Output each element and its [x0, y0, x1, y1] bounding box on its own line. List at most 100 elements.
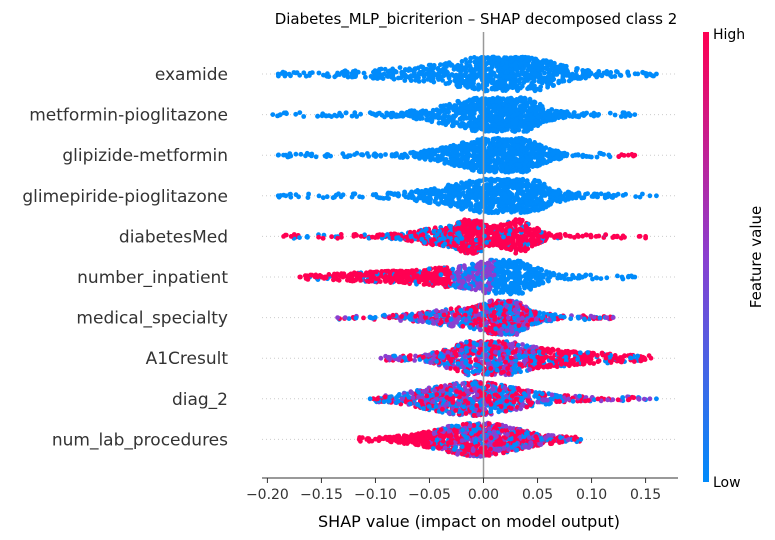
shap-point — [575, 66, 580, 71]
shap-point — [532, 100, 537, 106]
shap-point — [478, 64, 484, 70]
shap-point — [536, 228, 542, 234]
shap-point — [410, 73, 415, 79]
shap-point — [278, 112, 283, 117]
shap-point — [275, 193, 281, 199]
shap-point — [505, 69, 510, 75]
shap-point — [534, 178, 540, 184]
shap-point — [459, 240, 465, 246]
shap-point — [454, 160, 460, 165]
shap-point — [486, 66, 491, 72]
shap-point — [470, 69, 476, 74]
shap-point — [484, 124, 489, 130]
shap-point — [325, 152, 331, 158]
shap-point — [524, 209, 530, 215]
shap-point — [517, 157, 523, 163]
shap-point — [413, 233, 419, 239]
shap-point — [571, 110, 577, 115]
shap-point — [510, 179, 516, 184]
shap-point — [512, 118, 518, 124]
shap-point — [332, 194, 337, 200]
shap-point — [618, 235, 624, 241]
shap-point — [543, 204, 549, 210]
shap-point — [504, 177, 510, 182]
shap-point — [383, 152, 388, 157]
shap-point — [447, 231, 453, 237]
shap-point — [533, 71, 538, 77]
shap-point — [511, 104, 517, 110]
shap-point — [541, 58, 546, 63]
shap-point — [363, 74, 368, 80]
shap-point — [625, 152, 631, 158]
shap-point — [457, 247, 463, 252]
shap-point — [505, 96, 511, 102]
shap-point — [358, 233, 364, 239]
shap-point — [535, 157, 541, 163]
shap-point — [434, 107, 440, 113]
shap-point — [358, 111, 363, 117]
shap-point — [596, 112, 602, 117]
shap-point — [320, 235, 326, 241]
shap-point — [343, 72, 349, 77]
shap-point — [541, 189, 547, 195]
shap-point — [512, 124, 518, 130]
shap-point — [502, 240, 508, 245]
shap-point — [598, 191, 604, 197]
shap-point — [580, 154, 586, 160]
shap-point — [490, 136, 496, 142]
shap-point — [525, 86, 530, 92]
shap-point — [462, 125, 468, 131]
shap-point — [528, 99, 533, 105]
shap-point — [458, 163, 464, 169]
shap-point — [525, 155, 531, 161]
shap-point — [507, 228, 513, 234]
shap-point — [457, 66, 463, 71]
shap-point — [551, 83, 556, 88]
shap-point — [366, 154, 372, 159]
shap-point — [468, 55, 474, 61]
shap-point — [557, 114, 563, 120]
shap-point — [537, 142, 543, 148]
shap-point — [420, 192, 425, 197]
shap-point — [519, 219, 524, 224]
shap-point — [567, 233, 572, 239]
shap-point — [567, 72, 573, 78]
shap-point — [486, 97, 492, 102]
shap-point — [556, 64, 561, 70]
shap-point — [388, 110, 394, 116]
shap-point — [407, 229, 413, 235]
shap-point — [491, 210, 497, 215]
shap-point — [372, 235, 378, 240]
shap-point — [484, 240, 490, 245]
shap-point — [632, 152, 638, 158]
shap-point — [361, 70, 367, 76]
shap-point — [551, 70, 557, 76]
shap-point — [297, 235, 302, 241]
shap-point — [502, 207, 508, 212]
shap-point — [405, 74, 411, 80]
shap-point — [403, 153, 409, 159]
shap-point — [451, 201, 457, 207]
shap-point — [487, 151, 493, 157]
shap-point — [313, 154, 319, 160]
shap-point — [349, 73, 355, 79]
shap-point — [376, 195, 382, 201]
shap-point — [544, 78, 549, 84]
feature-row: diabetesMed — [119, 217, 678, 256]
shap-point — [591, 194, 596, 199]
shap-point — [384, 110, 390, 116]
shap-point — [430, 65, 436, 71]
shap-point — [491, 126, 497, 132]
shap-point — [494, 176, 500, 182]
shap-point — [506, 199, 512, 205]
shap-point — [462, 100, 467, 105]
feature-label: examide — [155, 65, 228, 85]
shap-point — [460, 151, 466, 157]
shap-point — [506, 235, 511, 241]
shap-point — [293, 192, 299, 198]
shap-point — [511, 204, 516, 210]
shap-point — [654, 71, 659, 77]
shap-point — [413, 189, 418, 195]
shap-point — [486, 224, 491, 230]
shap-point — [423, 226, 429, 232]
